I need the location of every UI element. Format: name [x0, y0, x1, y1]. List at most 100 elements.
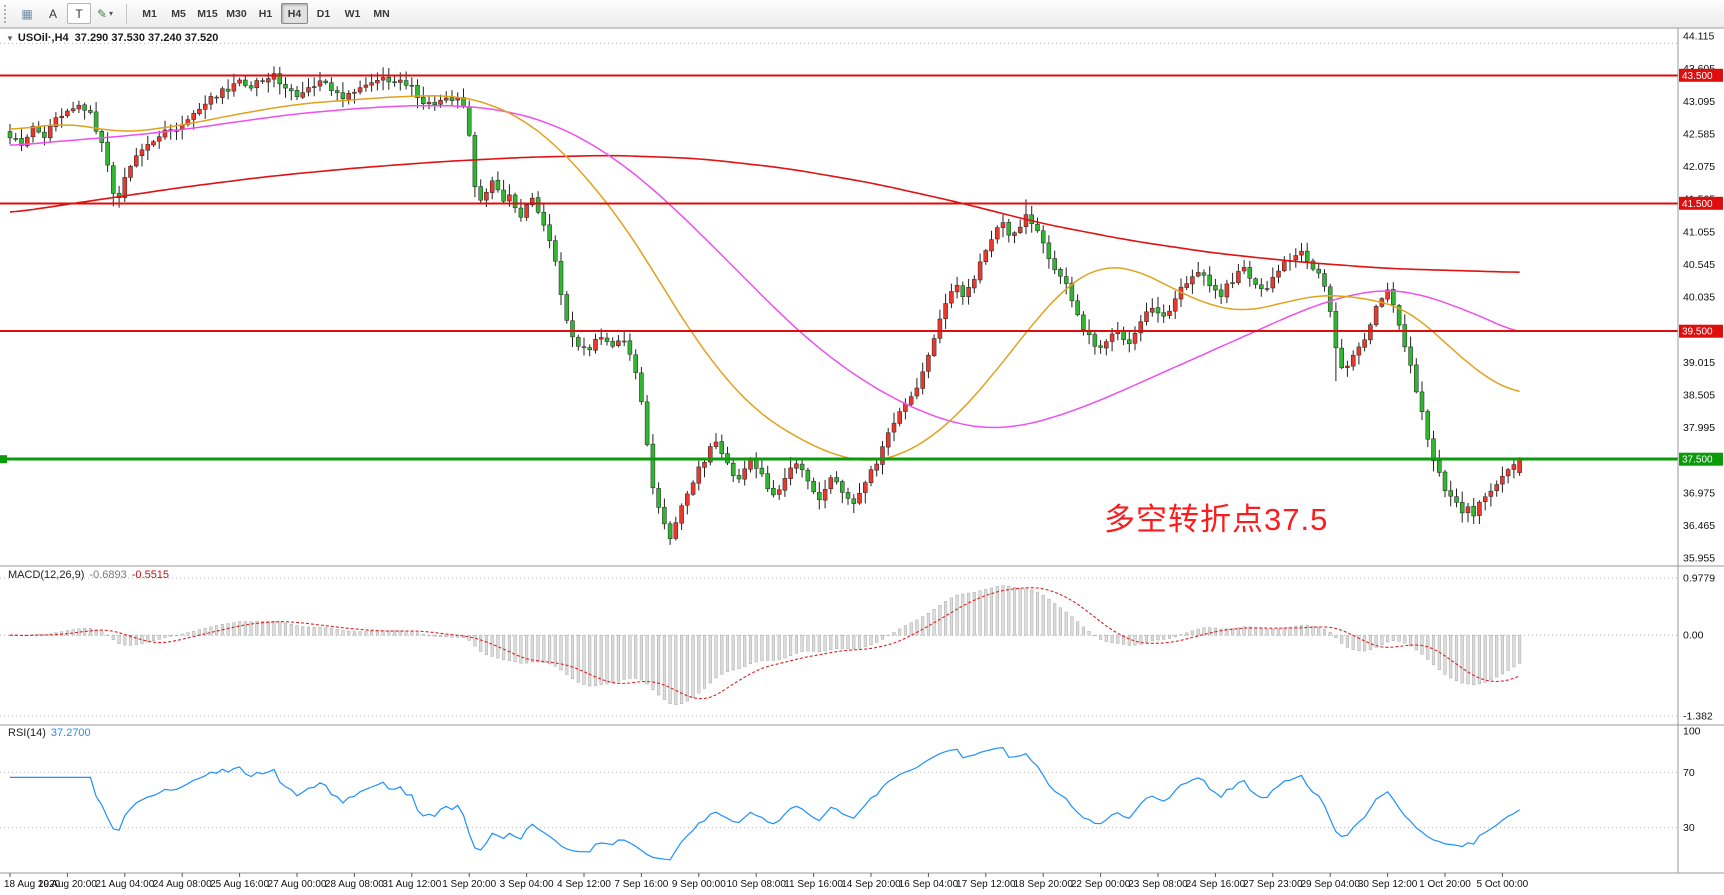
svg-text:41.500: 41.500 — [1682, 199, 1713, 210]
svg-text:40.035: 40.035 — [1683, 292, 1715, 304]
toolbar-grip[interactable] — [4, 4, 8, 23]
svg-text:23 Sep 08:00: 23 Sep 08:00 — [1128, 879, 1188, 890]
svg-text:1 Oct 20:00: 1 Oct 20:00 — [1419, 879, 1471, 890]
svg-text:42.585: 42.585 — [1683, 128, 1715, 140]
svg-text:16 Sep 04:00: 16 Sep 04:00 — [899, 879, 959, 890]
svg-text:43.500: 43.500 — [1682, 71, 1713, 82]
ohlc-values: 37.290 37.530 37.240 37.520 — [74, 32, 219, 44]
svg-text:11 Sep 16:00: 11 Sep 16:00 — [784, 879, 843, 890]
svg-text:7 Sep 16:00: 7 Sep 16:00 — [614, 879, 668, 890]
svg-text:41.055: 41.055 — [1683, 226, 1715, 238]
svg-text:39.015: 39.015 — [1683, 357, 1715, 369]
svg-text:37.995: 37.995 — [1683, 422, 1715, 434]
macd-histogram — [8, 585, 1522, 706]
chart-grid-button[interactable]: ▦ — [15, 3, 39, 24]
timeframe-m30-button[interactable]: M30 — [223, 3, 250, 24]
svg-text:28 Aug 08:00: 28 Aug 08:00 — [325, 879, 384, 890]
rsi-axis-label: 100 — [1683, 726, 1701, 738]
macd-signal-line — [10, 587, 1520, 700]
toolbar-separator — [126, 3, 127, 24]
draw-tool-button[interactable]: ✎ ▾ — [93, 3, 117, 24]
price-tag-39.500: 39.500 — [1679, 324, 1723, 338]
timeframe-w1-button[interactable]: W1 — [339, 3, 366, 24]
svg-text:42.075: 42.075 — [1683, 161, 1715, 173]
price-tag-37.500: 37.500 — [1679, 452, 1723, 466]
svg-text:36.465: 36.465 — [1683, 520, 1715, 532]
annotation-text[interactable]: 多空转折点37.5 — [1104, 502, 1329, 537]
arrow-tool-button[interactable]: A — [41, 3, 65, 24]
macd-axis-label: 0.00 — [1683, 630, 1704, 642]
timeframe-mn-button[interactable]: MN — [368, 3, 395, 24]
text-tool-icon: T — [75, 6, 83, 21]
chart-grid-icon: ▦ — [21, 6, 33, 21]
svg-text:9 Sep 00:00: 9 Sep 00:00 — [672, 879, 726, 890]
svg-text:36.975: 36.975 — [1683, 487, 1715, 499]
macd-axis-label: 0.9779 — [1683, 573, 1715, 585]
price-tag-43.500: 43.500 — [1679, 68, 1723, 82]
candles-layer — [7, 66, 1522, 545]
macd-main-value: -0.6893 — [89, 569, 127, 581]
svg-text:35.955: 35.955 — [1683, 553, 1715, 565]
svg-text:27 Sep 23:00: 27 Sep 23:00 — [1243, 879, 1303, 890]
macd-signal-value: -0.5515 — [131, 569, 170, 581]
expand-marker-icon[interactable]: ▼ — [6, 34, 14, 43]
svg-text:30 Sep 12:00: 30 Sep 12:00 — [1358, 879, 1418, 890]
svg-text:24 Aug 08:00: 24 Aug 08:00 — [153, 879, 212, 890]
timeframe-d1-button[interactable]: D1 — [310, 3, 337, 24]
chart-symbol-header: ▼ USOil·,H4 37.290 37.530 37.240 37.520 — [6, 32, 218, 44]
svg-text:18 Sep 20:00: 18 Sep 20:00 — [1013, 879, 1073, 890]
rsi-indicator-label: RSI(14) 37.2700 — [8, 727, 91, 739]
pencil-icon: ✎ — [96, 6, 108, 21]
timeframe-h4-button[interactable]: H4 — [281, 3, 308, 24]
svg-text:1 Sep 20:00: 1 Sep 20:00 — [442, 879, 496, 890]
macd-axis-label: -1.382 — [1683, 711, 1713, 723]
svg-text:27 Aug 00:00: 27 Aug 00:00 — [268, 879, 327, 890]
rsi-value: 37.2700 — [50, 727, 91, 739]
ma-slow-red — [9, 154, 1520, 273]
svg-text:19 Aug 20:00: 19 Aug 20:00 — [38, 879, 97, 890]
price-tag-41.500: 41.500 — [1679, 196, 1723, 210]
svg-text:4 Sep 12:00: 4 Sep 12:00 — [557, 879, 611, 890]
svg-text:21 Aug 04:00: 21 Aug 04:00 — [95, 879, 154, 890]
arrow-tool-icon: A — [48, 6, 57, 21]
horizontal-lines-layer[interactable] — [0, 74, 1678, 464]
hline-handle[interactable] — [0, 455, 7, 464]
svg-text:24 Sep 16:00: 24 Sep 16:00 — [1186, 879, 1246, 890]
symbol-period-label: USOil·,H4 — [17, 32, 69, 44]
svg-text:38.505: 38.505 — [1683, 389, 1715, 401]
rsi-axis-label: 30 — [1683, 822, 1695, 834]
svg-text:25 Aug 16:00: 25 Aug 16:00 — [210, 879, 269, 890]
timeframe-m15-button[interactable]: M15 — [194, 3, 221, 24]
svg-text:22 Sep 00:00: 22 Sep 00:00 — [1071, 879, 1131, 890]
timeframe-m5-button[interactable]: M5 — [165, 3, 192, 24]
svg-text:37.500: 37.500 — [1682, 455, 1713, 466]
toolbar: ▦ A T ✎ ▾ M1 M5 M15 M30 H1 H4 D1 W1 MN — [0, 0, 1724, 28]
svg-text:39.500: 39.500 — [1682, 327, 1713, 338]
ma-medium-magenta — [9, 104, 1520, 429]
svg-text:5 Oct 00:00: 5 Oct 00:00 — [1477, 879, 1529, 890]
svg-text:14 Sep 20:00: 14 Sep 20:00 — [841, 879, 901, 890]
svg-text:31 Aug 12:00: 31 Aug 12:00 — [382, 879, 441, 890]
price-axis: 44.11543.60543.09542.58542.07541.56541.0… — [1683, 31, 1715, 565]
macd-indicator-label: MACD(12,26,9) -0.6893 -0.5515 — [8, 569, 169, 581]
text-tool-button[interactable]: T — [67, 3, 91, 24]
svg-text:3 Sep 04:00: 3 Sep 04:00 — [500, 879, 554, 890]
svg-text:10 Sep 08:00: 10 Sep 08:00 — [726, 879, 786, 890]
svg-text:17 Sep 12:00: 17 Sep 12:00 — [956, 879, 1016, 890]
rsi-axis-label: 70 — [1683, 767, 1695, 779]
svg-text:18 Aug 2020: 18 Aug 2020 — [4, 879, 61, 890]
timeframe-m1-button[interactable]: M1 — [136, 3, 163, 24]
rsi-line — [10, 746, 1520, 861]
svg-text:44.115: 44.115 — [1683, 31, 1714, 43]
svg-text:40.545: 40.545 — [1683, 259, 1715, 271]
macd-name: MACD(12,26,9) — [8, 569, 85, 581]
chevron-down-icon: ▾ — [109, 9, 114, 18]
svg-text:29 Sep 04:00: 29 Sep 04:00 — [1300, 879, 1360, 890]
timeframe-h1-button[interactable]: H1 — [252, 3, 279, 24]
ma-fast-orange — [9, 95, 1520, 461]
svg-text:43.095: 43.095 — [1683, 96, 1715, 108]
rsi-name: RSI(14) — [8, 727, 46, 739]
